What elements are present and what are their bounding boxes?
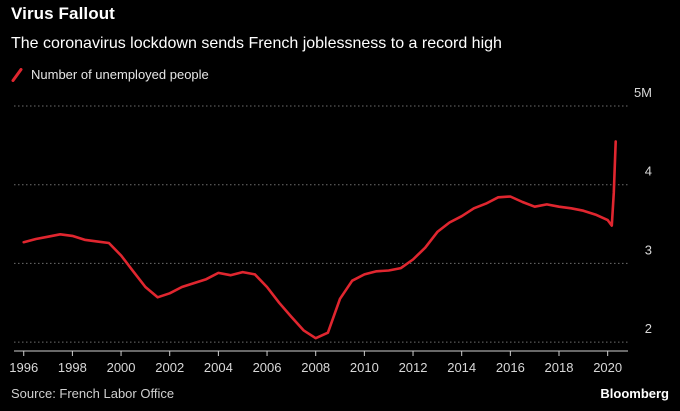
- x-tick-label: 2016: [496, 360, 525, 375]
- y-tick-label: 5M: [634, 85, 652, 100]
- x-tick-label: 2018: [545, 360, 574, 375]
- y-tick-label: 3: [645, 242, 652, 257]
- chart-title: Virus Fallout: [11, 4, 115, 23]
- x-tick-label: 2010: [350, 360, 379, 375]
- y-tick-label: 2: [645, 321, 652, 336]
- legend: Number of unemployed people: [11, 67, 209, 82]
- x-tick-label: 2012: [399, 360, 428, 375]
- x-tick-label: 2014: [447, 360, 476, 375]
- x-tick-label: 2004: [204, 360, 233, 375]
- chart-subtitle: The coronavirus lockdown sends French jo…: [11, 35, 502, 52]
- x-tick-label: 2006: [253, 360, 282, 375]
- x-tick-label: 2020: [593, 360, 622, 375]
- x-tick-label: 1996: [9, 360, 38, 375]
- x-tick-label: 2008: [301, 360, 330, 375]
- y-tick-label: 4: [645, 164, 652, 179]
- source-note: Source: French Labor Office: [11, 386, 175, 401]
- x-tick-label: 2000: [107, 360, 136, 375]
- bloomberg-logo: Bloomberg: [600, 386, 669, 401]
- x-tick-label: 2002: [155, 360, 184, 375]
- x-tick-label: 1998: [58, 360, 87, 375]
- legend-line-icon: [11, 67, 23, 82]
- series-line-unemployed: [22, 140, 618, 340]
- legend-label: Number of unemployed people: [31, 67, 209, 82]
